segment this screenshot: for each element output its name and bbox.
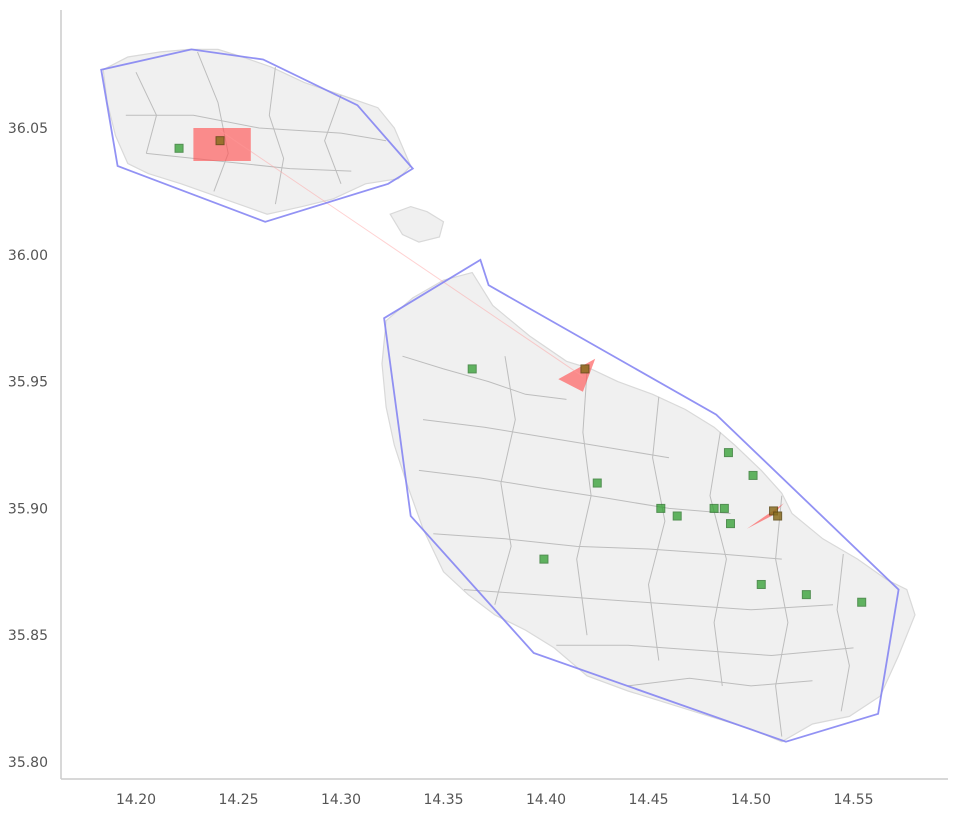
axes xyxy=(60,10,948,780)
data-point xyxy=(467,364,477,374)
data-point xyxy=(174,143,184,153)
district-boundary xyxy=(556,644,854,657)
district-boundary xyxy=(576,371,592,636)
overlap-point xyxy=(215,136,225,146)
data-point xyxy=(801,590,811,600)
land-layer xyxy=(102,48,916,743)
district-boundary xyxy=(709,432,727,686)
x-tick-label: 14.45 xyxy=(628,792,668,808)
data-point xyxy=(656,503,666,513)
district-boundary xyxy=(463,589,834,611)
comino-island xyxy=(389,205,445,243)
x-tick-label: 14.40 xyxy=(526,792,566,808)
district-layer xyxy=(125,51,854,737)
x-tick-label: 14.35 xyxy=(423,792,463,808)
data-point xyxy=(539,554,549,564)
district-boundary xyxy=(418,469,731,514)
data-point xyxy=(719,503,729,513)
district-boundary xyxy=(494,356,516,605)
district-boundary xyxy=(402,355,567,400)
data-point xyxy=(592,478,602,488)
district-boundary xyxy=(324,94,342,184)
district-boundary xyxy=(146,152,352,172)
y-tick-label: 35.95 xyxy=(8,375,48,391)
data-point xyxy=(709,503,719,513)
link-line xyxy=(219,130,584,377)
x-tick-label: 14.50 xyxy=(731,792,771,808)
y-tick-label: 36.05 xyxy=(8,121,48,137)
convex-hull xyxy=(100,48,415,223)
y-tick-label: 36.00 xyxy=(8,248,48,264)
x-tick-label: 14.30 xyxy=(321,792,361,808)
x-tick-label: 14.20 xyxy=(116,792,156,808)
data-point xyxy=(726,519,735,529)
district-boundary xyxy=(422,419,670,459)
overlap-point xyxy=(773,511,783,521)
district-boundary xyxy=(125,114,387,142)
district-boundary xyxy=(836,553,850,712)
data-point xyxy=(748,470,758,480)
y-tick-labels: 35.80 35.85 35.90 35.95 36.00 36.05 xyxy=(8,121,48,771)
x-tick-label: 14.55 xyxy=(833,792,873,808)
data-point xyxy=(756,579,766,589)
y-tick-label: 35.90 xyxy=(8,501,48,517)
x-tick-labels: 14.20 14.25 14.30 14.35 14.40 14.45 14.50 14.55 xyxy=(116,792,874,808)
x-tick-label: 14.25 xyxy=(218,792,258,808)
district-boundary xyxy=(775,495,789,737)
link-layer xyxy=(219,130,584,377)
y-tick-label: 35.80 xyxy=(8,755,48,771)
malta-island xyxy=(381,271,916,743)
hull-layer xyxy=(100,48,900,743)
point-layer xyxy=(174,136,867,607)
district-boundary xyxy=(627,677,813,687)
y-tick-label: 35.85 xyxy=(8,628,48,644)
data-point xyxy=(857,597,867,607)
gozo-island xyxy=(102,48,412,215)
data-point xyxy=(672,511,682,521)
district-boundary xyxy=(433,533,782,560)
data-point xyxy=(723,448,733,458)
district-boundary xyxy=(647,396,666,661)
convex-hull xyxy=(383,258,900,743)
overlap-point xyxy=(580,364,590,374)
district-boundary xyxy=(268,67,285,205)
